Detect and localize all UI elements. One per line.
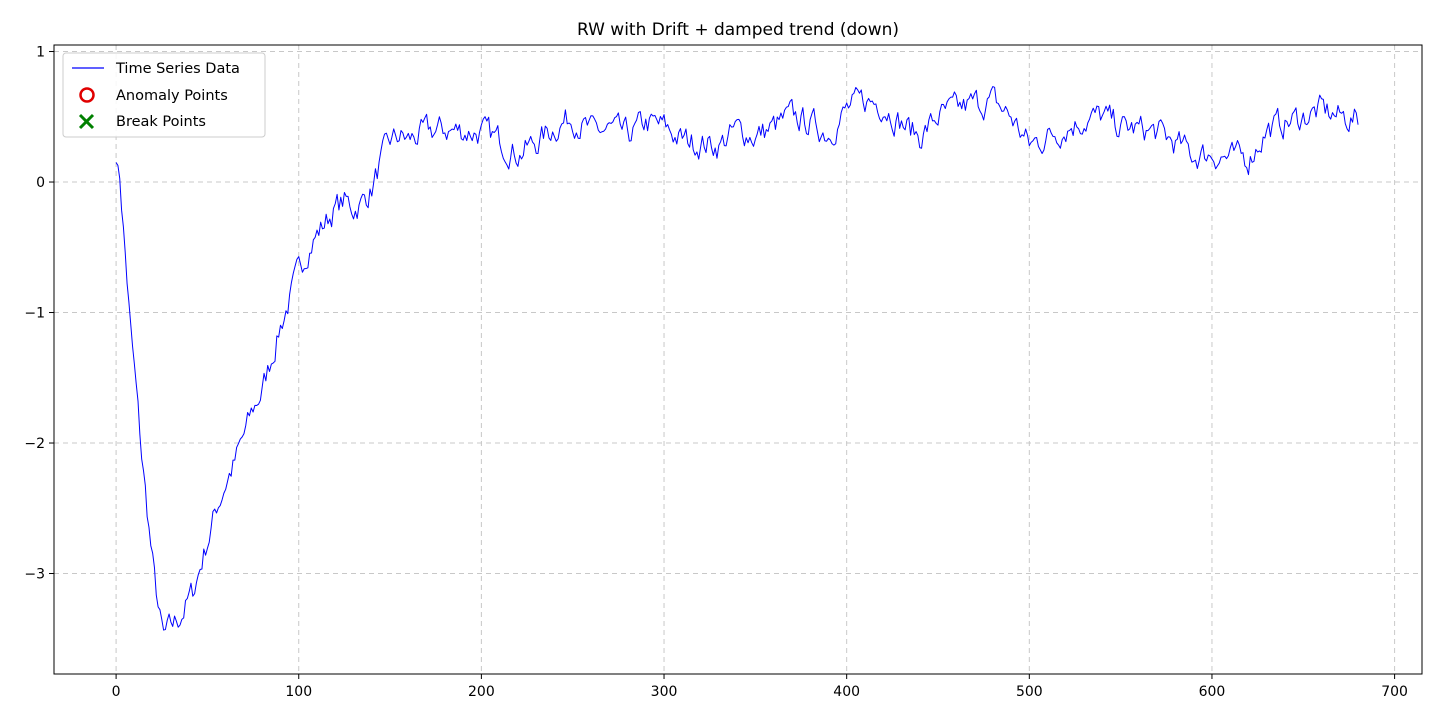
x-tick-label: 500	[1016, 684, 1043, 700]
y-axis: 1 0 −1 −2 −3	[24, 45, 54, 583]
x-tick-label: 600	[1199, 684, 1226, 700]
plot-area	[115, 86, 1359, 631]
x-tick-label: 300	[651, 684, 678, 700]
chart-title: RW with Drift + damped trend (down)	[577, 20, 899, 40]
plot-frame	[53, 44, 1423, 675]
y-tick-label: 0	[36, 175, 45, 191]
x-axis: 0 100 200 300 400 500 600 700	[112, 674, 1408, 700]
y-tick-label: −2	[24, 436, 45, 452]
y-tick-label: 1	[36, 45, 45, 61]
x-tick-label: 0	[112, 684, 121, 700]
legend-label-anomaly: Anomaly Points	[116, 88, 228, 104]
x-tick-label: 700	[1381, 684, 1408, 700]
legend: Time Series Data Anomaly Points Break Po…	[62, 52, 266, 138]
legend-box	[62, 52, 266, 138]
x-tick-label: 100	[285, 684, 312, 700]
legend-anomaly-marker	[79, 87, 95, 103]
grid	[54, 45, 1422, 674]
series-line-time-series-data	[115, 86, 1359, 631]
legend-break-marker	[78, 113, 95, 130]
x-tick-label: 200	[468, 684, 495, 700]
x-tick-label: 400	[833, 684, 860, 700]
legend-label-time-series: Time Series Data	[115, 61, 240, 77]
y-tick-label: −1	[24, 306, 45, 322]
y-tick-label: −3	[24, 567, 45, 583]
legend-label-break: Break Points	[116, 114, 206, 130]
